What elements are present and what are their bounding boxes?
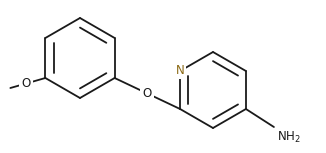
Text: N: N xyxy=(176,65,185,78)
Text: NH$_2$: NH$_2$ xyxy=(277,130,301,145)
Text: O: O xyxy=(22,77,31,90)
Text: O: O xyxy=(143,87,152,100)
